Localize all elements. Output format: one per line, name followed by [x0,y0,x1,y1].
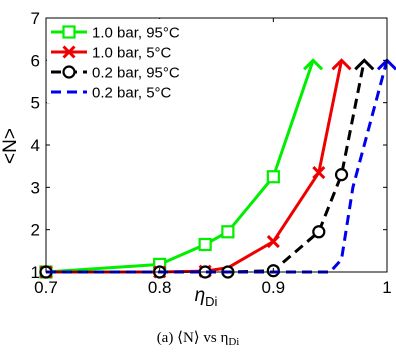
series-1-0-bar-95-c-line [45,59,315,274]
legend-item-0-2-bar-5-c: 0.2 bar, 5°C [51,85,172,102]
x-tick-label: 0.9 [262,278,286,297]
x-axis-label: ηDi [195,285,218,309]
x-tick-label: 1 [382,278,391,297]
series-0-2-bar-95-c-point [312,225,326,239]
series-1-0-bar-5-c-point-stroke [312,165,326,180]
legend-item-1-0-bar-5-c-label: 1.0 bar, 5°C [92,45,172,62]
y-tick-label: 2 [31,221,40,240]
series-1-0-bar-95-c-peak-marker [303,58,324,71]
y-tick-label: 3 [31,178,40,197]
series-1-0-bar-95-c-point [198,237,212,252]
series-1-0-bar-95-c-point [221,225,235,239]
series-1-0-bar-5-c-peak-marker [331,58,352,71]
y-tick-label: 4 [31,136,40,155]
legend-item-0-2-bar-95-c-marker [62,65,76,79]
y-tick-label: 6 [31,51,40,70]
series-0-2-bar-95-c-peak-marker [354,58,375,71]
series-1-0-bar-95-c-point [266,170,280,184]
y-tick-label: 1 [31,263,40,282]
x-tick-label: 0.7 [34,278,58,297]
series-0-2-bar-5-c-line [46,59,389,274]
series-0-2-bar-95-c-point [334,168,349,182]
series-1-0-bar-5-c-point [312,165,326,180]
legend-item-0-2-bar-95-c-label: 0.2 bar, 95°C [92,65,180,82]
legend-item-1-0-bar-5-c-marker-stroke [62,45,76,59]
figure-caption: (a) ⟨N⟩ vs ηDi [157,330,240,348]
y-tick-label: 7 [31,9,40,28]
series-1-0-bar-5-c-point-stroke [266,234,280,249]
legend-item-1-0-bar-5-c-marker [62,45,76,59]
y-tick-label: 5 [31,94,40,113]
legend-item-0-2-bar-95-c: 0.2 bar, 95°C [51,65,180,82]
series-1-0-bar-5-c-point [266,234,280,249]
legend-item-1-0-bar-5-c: 1.0 bar, 5°C [51,45,172,62]
figure-caption-subscript: Di [228,336,239,348]
legend-item-0-2-bar-5-c-label: 0.2 bar, 5°C [92,85,172,102]
figure-caption-text: (a) ⟨N⟩ vs η [157,330,229,346]
x-axis-label-subscript: Di [205,294,217,309]
legend-item-1-0-bar-95-c-label: 1.0 bar, 95°C [92,25,180,42]
legend-item-1-0-bar-95-c-marker [62,25,76,39]
legend-item-1-0-bar-95-c: 1.0 bar, 95°C [51,25,180,42]
y-axis-label: <N> [0,128,21,164]
ticks-layer: 0.7 0.8 0.9 1 1 2 3 4 5 6 7 [31,9,392,297]
x-tick-label: 0.8 [148,278,172,297]
x-axis-label-symbol: η [195,285,206,306]
legend: 1.0 bar, 95°C 1.0 bar, 5°C 0.2 bar, 95°C 0.… [47,19,197,103]
